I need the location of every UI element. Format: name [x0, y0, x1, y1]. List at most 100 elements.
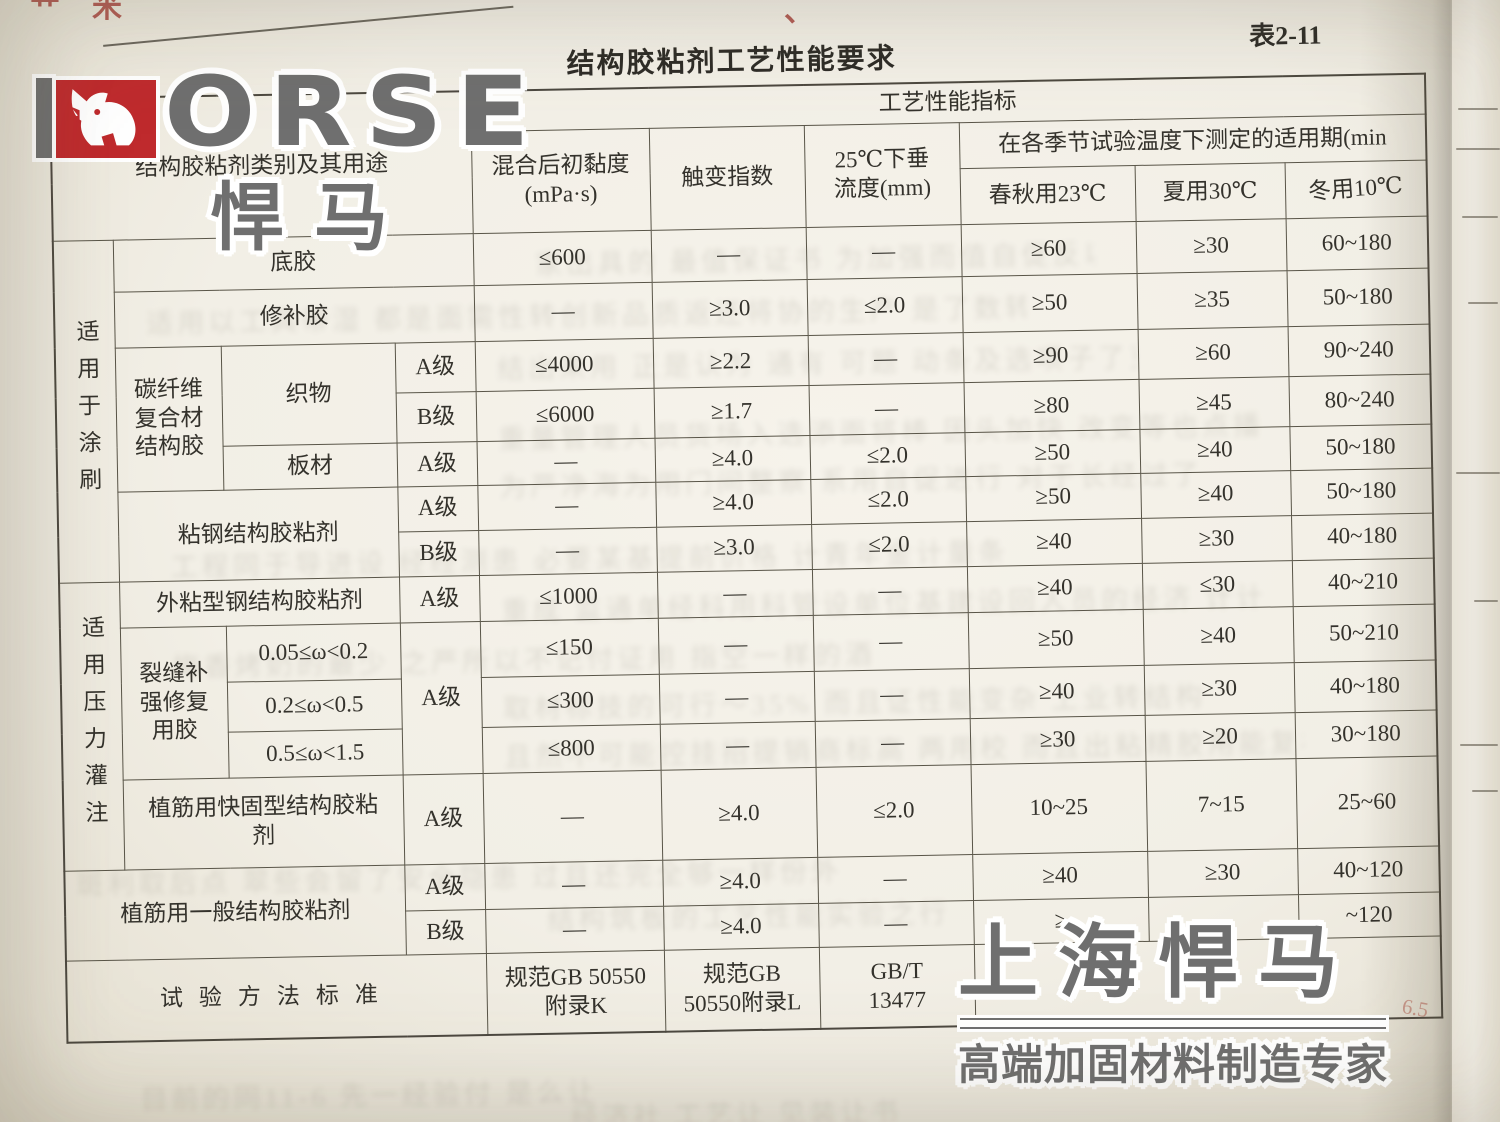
- grade-label: A级: [397, 485, 479, 532]
- cell-viscosity: ≤150: [479, 617, 659, 678]
- header-thixotropy: 触变指数: [648, 125, 806, 230]
- cell-viscosity: ≤800: [481, 723, 661, 774]
- footer-method-sag: GB/T 13477: [818, 944, 976, 1029]
- footer-method-line1: GB/T: [870, 957, 924, 984]
- cell-thixotropy: ≥3.0: [651, 279, 808, 338]
- footer-method-line2: 13477: [868, 986, 927, 1013]
- cell-thixotropy: ≥4.0: [663, 902, 819, 950]
- shanghai-horse-logo: 上海悍马 高端加固材料制造专家: [958, 898, 1418, 1092]
- cell-viscosity: —: [478, 526, 657, 576]
- cell-summer: 7~15: [1145, 758, 1298, 851]
- cell-spring: ≥50: [965, 472, 1142, 522]
- header-sag-flow: 25℃下垂 流度(mm): [803, 122, 961, 228]
- next-page-edge: [1452, 0, 1500, 1122]
- cell-spring: ≥50: [964, 428, 1141, 477]
- horse-head-graphic: [69, 89, 136, 146]
- side-label-coating: 适用于涂刷: [52, 239, 120, 583]
- hanma-logo-text: 悍马: [210, 175, 418, 261]
- cell-sag: ≤2.0: [809, 432, 966, 479]
- group-label-crack-repair: 裂缝补强修复用胶: [119, 625, 229, 780]
- horse-logo-text: ORSE: [164, 56, 543, 168]
- cell-spring: ≥40: [966, 517, 1142, 567]
- cell-summer: ≥35: [1136, 270, 1288, 329]
- cell-sag: ≤2.0: [810, 476, 967, 524]
- cell-sag: —: [817, 854, 974, 903]
- header-sag-line2: 流度(mm): [833, 174, 932, 202]
- cell-thixotropy: ≥2.2: [652, 334, 809, 388]
- side-label-pressure: 适用压力灌注: [59, 581, 125, 871]
- cell-spring: ≥40: [972, 850, 1148, 901]
- cell-summer: ≥40: [1142, 606, 1294, 665]
- cell-sag: —: [813, 668, 970, 721]
- footer-label-test-method: 试验方法标准: [65, 952, 488, 1043]
- footer-method-line1: 规范GB 50550: [504, 963, 647, 991]
- cell-sag: —: [812, 612, 969, 671]
- sub-label-omega-range: 0.2≤ω<0.5: [226, 678, 402, 732]
- cell-spring: ≥80: [963, 378, 1140, 433]
- footer-method-line2: 附录K: [544, 992, 608, 1019]
- cell-thixotropy: ≥1.7: [653, 384, 810, 438]
- footer-method-thixotropy: 规范GB 50550附录L: [663, 946, 821, 1032]
- row-label: 修补胶: [113, 285, 475, 348]
- cell-spring: ≥90: [962, 328, 1139, 383]
- group-label-text: 碳纤维复合材结构胶: [133, 375, 205, 460]
- cell-sag: —: [807, 332, 964, 385]
- grade-label: A级: [398, 575, 480, 623]
- grade-label: A级: [399, 621, 483, 775]
- cell-summer: ≥40: [1139, 426, 1291, 473]
- cell-spring: 10~25: [970, 760, 1148, 855]
- cell-viscosity: ≤1000: [478, 571, 658, 622]
- grade-label: B级: [395, 391, 477, 443]
- cell-viscosity: —: [473, 281, 653, 342]
- cell-summer: ≥30: [1141, 515, 1292, 563]
- cell-spring: ≥50: [961, 272, 1138, 333]
- header-viscosity-line2: (mPa·s): [524, 180, 598, 208]
- cell-sag: ≤2.0: [806, 276, 963, 335]
- cell-thixotropy: —: [650, 227, 807, 282]
- cell-thixotropy: ≥4.0: [654, 434, 811, 482]
- sub-label-plate: 板材: [222, 442, 398, 490]
- cell-viscosity: —: [477, 481, 657, 531]
- group-label-text: 裂缝补强修复用胶: [138, 659, 209, 744]
- sub-label-omega-range: 0.5≤ω<1.5: [227, 728, 403, 778]
- cell-summer: ≥60: [1137, 326, 1289, 379]
- cell-spring: ≥40: [968, 664, 1145, 719]
- grade-label: A级: [402, 773, 485, 865]
- table-number: 表2-11: [1248, 20, 1322, 51]
- grade-label: A级: [394, 341, 476, 393]
- cell-thixotropy: ≥4.0: [655, 478, 812, 527]
- cell-summer: ≤30: [1141, 560, 1293, 609]
- page-edge-line: [1472, 790, 1498, 792]
- cell-thixotropy: ≥3.0: [656, 523, 812, 572]
- cell-summer: ≥30: [1135, 218, 1287, 273]
- row-label-fast-cure-anchor: 植筋用快固型结构胶粘剂: [122, 774, 405, 870]
- footer-method-line2: 50550附录L: [683, 988, 802, 1017]
- cell-viscosity: ≤600: [472, 229, 652, 286]
- cell-summer: ≥30: [1147, 848, 1298, 897]
- red-pen-mark: 艹: [30, 0, 60, 26]
- row-label-steel-bonding: 粘钢结构胶粘剂: [117, 486, 399, 582]
- footer-method-viscosity: 规范GB 50550 附录K: [485, 949, 666, 1035]
- grade-label: A级: [396, 441, 478, 487]
- horse-head-icon: [56, 80, 156, 158]
- grade-label: B级: [398, 530, 479, 577]
- cell-viscosity: —: [482, 769, 663, 864]
- sub-label-omega-range: 0.05≤ω<0.2: [225, 622, 401, 682]
- cell-viscosity: —: [476, 437, 656, 486]
- cell-summer: ≥45: [1138, 376, 1290, 429]
- cell-summer: ≥20: [1144, 712, 1296, 761]
- cell-summer: ≥40: [1140, 470, 1292, 518]
- header-sag-line1: 25℃下垂: [834, 145, 930, 173]
- cell-thixotropy: ≥4.0: [662, 856, 819, 906]
- cell-sag: ≤2.0: [815, 764, 973, 857]
- top-rule-line: [103, 5, 514, 48]
- shanghai-horse-tagline: 高端加固材料制造专家: [958, 1040, 1389, 1089]
- cell-thixotropy: —: [659, 720, 816, 770]
- row-label-bonded-steel-plate: 外粘型钢结构胶粘剂: [119, 576, 400, 628]
- faint-margin-note: 6.5: [1400, 993, 1431, 1023]
- page-curve-shadow: [1360, 0, 1460, 1122]
- cell-thixotropy: —: [657, 614, 814, 674]
- cell-thixotropy: —: [656, 568, 813, 618]
- header-summer: 夏用30℃: [1134, 162, 1286, 221]
